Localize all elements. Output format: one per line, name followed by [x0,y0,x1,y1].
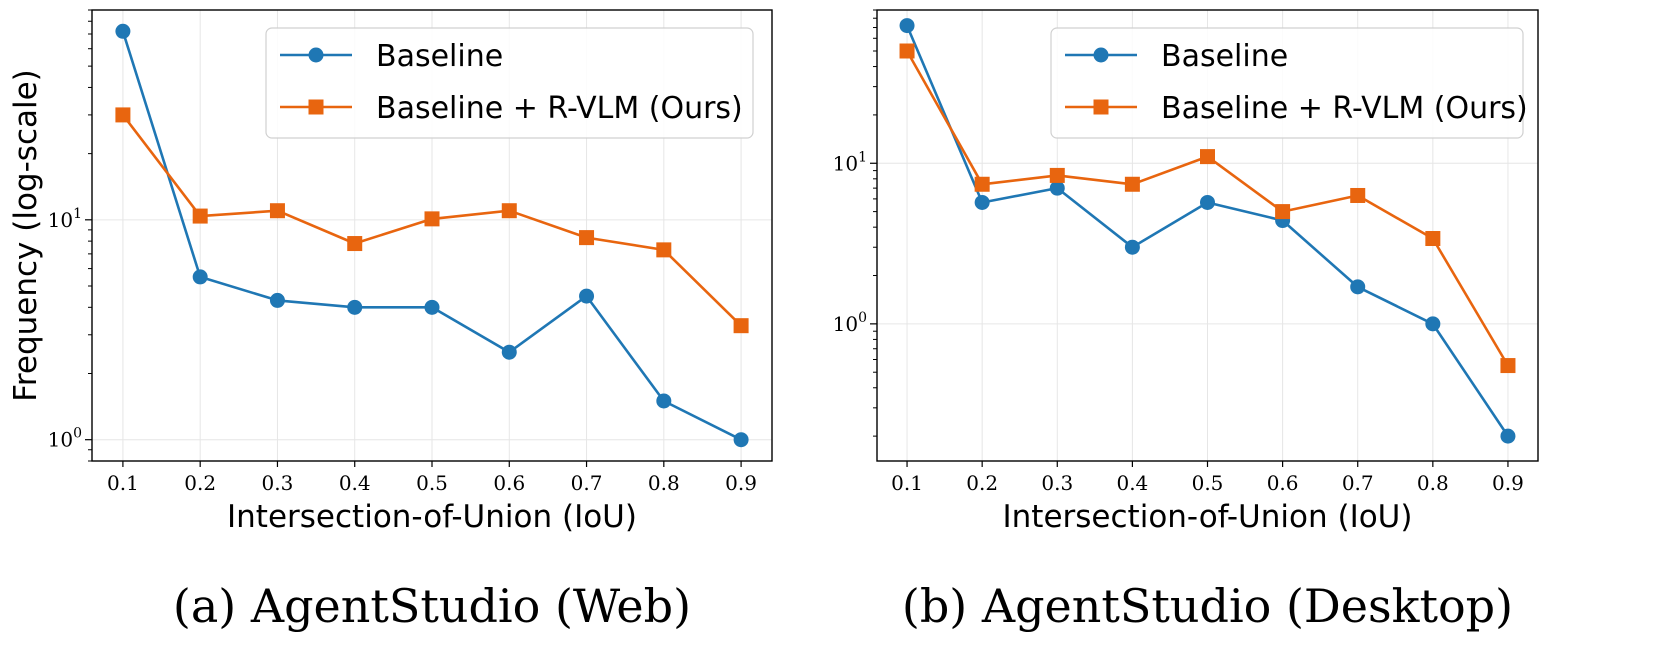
x-tick-label: 0.2 [184,471,216,495]
data-point-baseline [192,269,208,285]
legend-box [1050,27,1524,139]
data-point-baseline [899,18,915,34]
x-axis-label: Intersection-of-Union (IoU) [1003,499,1413,535]
x-tick-label: 0.5 [1192,471,1224,495]
x-axis-label: Intersection-of-Union (IoU) [227,499,637,535]
y-tick-label: 101 [48,206,82,232]
data-point-ours [899,43,915,59]
x-tick-label: 0.7 [571,471,603,495]
chart-web: 0.1 0.2 0.3 0.4 0.5 0.6 0.7 0.8 0.9 100 101 Baselin… [8,9,773,633]
x-tick-label: 0.2 [966,471,998,495]
data-point-ours [115,107,131,123]
x-tick-label: 0.3 [1041,471,1073,495]
data-point-baseline [424,299,440,315]
y-tick-label: 100 [833,310,867,336]
data-point-ours [501,203,517,219]
data-point-ours [974,176,990,192]
y-tick-label: 100 [48,426,82,452]
legend-label: Baseline + R-VLM (Ours) [376,91,743,126]
data-point-baseline [1200,194,1215,210]
data-point-baseline [1124,239,1140,255]
data-point-ours [1425,231,1441,247]
chart-desktop: 0.1 0.2 0.3 0.4 0.5 0.6 0.7 0.8 0.9 100 101 Baselin… [833,9,1539,633]
x-tick-label: 0.1 [891,471,923,495]
data-point-ours [733,318,749,334]
data-point-baseline [1350,279,1366,295]
x-tick-label: 0.4 [1116,471,1148,495]
data-point-ours [192,208,208,224]
data-point-ours [1200,149,1215,165]
y-axis-label: Frequency (log-scale) [8,69,44,402]
data-point-ours [656,242,672,258]
x-tick-label: 0.6 [493,471,525,495]
legend-label: Baseline [376,39,503,74]
legend-marker-circle [1093,47,1109,63]
data-point-ours [1124,176,1140,192]
legend-marker-square [1093,99,1109,115]
legend-box [265,27,754,139]
panel-caption: (a) AgentStudio (Web) [173,579,691,633]
legend-marker-square [308,99,324,115]
data-point-ours [1500,358,1516,374]
x-tick-label: 0.5 [416,471,448,495]
data-point-baseline [1425,316,1441,332]
data-point-baseline [733,432,749,448]
data-point-baseline [269,292,285,308]
panel-caption: (b) AgentStudio (Desktop) [902,579,1513,633]
x-tick-label: 0.4 [339,471,371,495]
data-point-ours [424,211,440,227]
y-tick-label: 101 [833,149,867,175]
data-point-baseline [115,23,131,39]
x-tick-label: 0.7 [1342,471,1374,495]
data-point-ours [1049,167,1065,183]
legend: Baseline Baseline + R-VLM (Ours) [1050,27,1528,139]
data-point-ours [269,203,285,219]
data-point-ours [347,236,363,252]
legend: Baseline Baseline + R-VLM (Ours) [265,27,754,139]
data-point-baseline [974,194,990,210]
x-tick-label: 0.8 [648,471,680,495]
data-point-ours [579,230,595,246]
data-point-baseline [1500,428,1516,444]
data-point-baseline [347,299,363,315]
legend-marker-circle [308,47,324,63]
data-point-ours [1350,187,1366,203]
data-point-baseline [656,393,672,409]
legend-label: Baseline + R-VLM (Ours) [1161,91,1528,126]
x-tick-label: 0.6 [1267,471,1299,495]
data-point-baseline [579,288,595,304]
data-point-ours [1275,204,1291,220]
x-tick-label: 0.9 [725,471,757,495]
x-tick-label: 0.3 [262,471,294,495]
legend-label: Baseline [1161,39,1288,74]
x-tick-label: 0.9 [1492,471,1524,495]
data-point-baseline [1049,180,1065,196]
x-tick-label: 0.1 [107,471,139,495]
x-tick-label: 0.8 [1417,471,1449,495]
data-point-baseline [501,344,517,360]
